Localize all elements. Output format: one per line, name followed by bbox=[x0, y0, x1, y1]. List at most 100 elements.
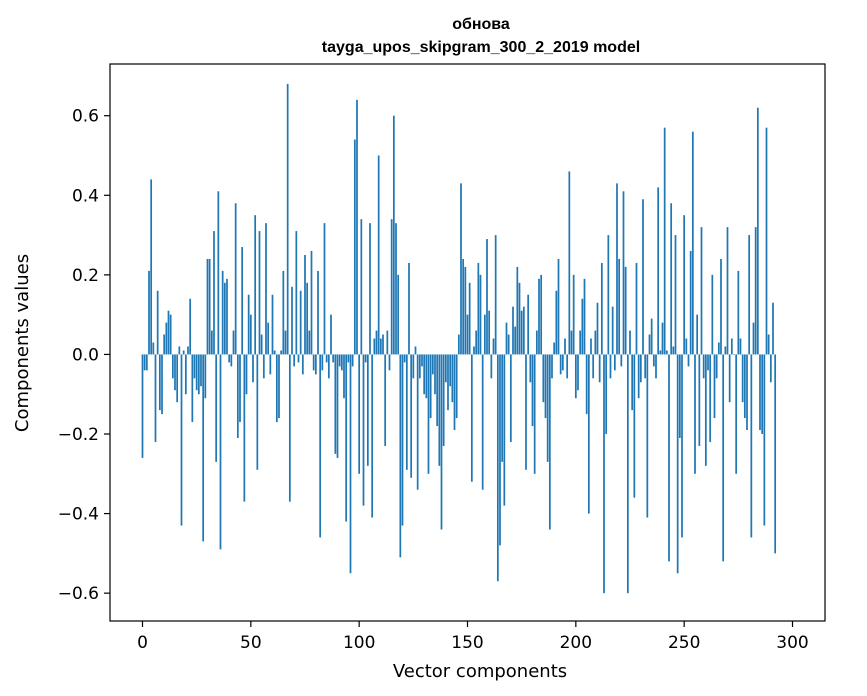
bar-155 bbox=[477, 262, 480, 355]
bar-248 bbox=[678, 354, 681, 438]
bar-219 bbox=[616, 183, 618, 355]
bar-275 bbox=[737, 270, 740, 355]
bar-122 bbox=[405, 354, 408, 470]
bar-136 bbox=[436, 354, 439, 427]
bar-217 bbox=[611, 306, 614, 355]
bar-189 bbox=[551, 354, 553, 379]
bar-42 bbox=[232, 330, 235, 355]
bar-259 bbox=[702, 354, 705, 379]
bar-105 bbox=[369, 223, 371, 355]
bar-84 bbox=[323, 223, 326, 355]
bar-104 bbox=[366, 354, 369, 466]
bar-1 bbox=[143, 354, 146, 371]
bar-66 bbox=[284, 330, 287, 355]
bar-14 bbox=[171, 354, 174, 379]
bar-211 bbox=[598, 354, 601, 383]
bar-276 bbox=[739, 338, 742, 355]
bar-237 bbox=[655, 354, 657, 379]
bar-161 bbox=[490, 354, 493, 379]
x-tick-label: 100 bbox=[343, 633, 375, 653]
bar-178 bbox=[527, 294, 530, 355]
bar-131 bbox=[425, 354, 428, 399]
bar-144 bbox=[453, 354, 456, 431]
bar-99 bbox=[356, 99, 358, 355]
bar-72 bbox=[297, 354, 300, 363]
x-tick-label: 150 bbox=[451, 633, 483, 653]
bar-125 bbox=[412, 354, 415, 379]
bar-179 bbox=[529, 354, 532, 383]
bar-series bbox=[141, 83, 777, 594]
bar-172 bbox=[514, 326, 517, 355]
bar-215 bbox=[607, 235, 610, 355]
bar-87 bbox=[330, 314, 332, 355]
y-tick-label: 0.0 bbox=[72, 345, 99, 365]
bar-158 bbox=[483, 314, 486, 355]
bar-3 bbox=[148, 270, 150, 355]
bar-65 bbox=[282, 270, 285, 355]
bar-194 bbox=[561, 354, 564, 371]
bar-23 bbox=[191, 354, 194, 423]
bar-119 bbox=[399, 354, 402, 558]
bar-241 bbox=[663, 127, 666, 355]
bar-115 bbox=[390, 219, 393, 355]
bar-205 bbox=[585, 354, 588, 415]
bar-138 bbox=[440, 354, 443, 530]
bar-10 bbox=[163, 334, 166, 355]
bar-288 bbox=[765, 127, 768, 355]
bar-218 bbox=[613, 354, 616, 371]
bar-36 bbox=[219, 354, 222, 550]
bar-130 bbox=[423, 354, 426, 395]
bar-233 bbox=[646, 354, 649, 518]
bar-90 bbox=[336, 354, 339, 458]
bar-76 bbox=[306, 282, 309, 355]
bar-108 bbox=[375, 330, 378, 355]
y-axis-ticks: −0.6 −0.4 −0.2 0.0 0.2 0.4 0.6 bbox=[58, 107, 110, 604]
bar-28 bbox=[202, 354, 205, 542]
bar-73 bbox=[299, 290, 302, 355]
bar-80 bbox=[314, 354, 317, 375]
bar-57 bbox=[265, 223, 267, 355]
bar-47 bbox=[243, 354, 246, 502]
bar-184 bbox=[540, 274, 543, 355]
bar-286 bbox=[761, 354, 764, 435]
bar-109 bbox=[377, 155, 380, 355]
bar-183 bbox=[538, 278, 540, 355]
bar-22 bbox=[189, 298, 192, 355]
bar-190 bbox=[553, 342, 556, 355]
bar-262 bbox=[709, 354, 712, 442]
bar-85 bbox=[325, 354, 328, 363]
bar-245 bbox=[672, 346, 675, 355]
bar-162 bbox=[492, 338, 495, 355]
bar-202 bbox=[579, 330, 582, 355]
bar-212 bbox=[600, 262, 603, 355]
bar-157 bbox=[481, 354, 484, 490]
bar-228 bbox=[635, 262, 638, 355]
x-tick-label: 250 bbox=[668, 633, 700, 653]
bar-30 bbox=[206, 258, 209, 355]
bar-154 bbox=[475, 330, 478, 355]
bar-198 bbox=[570, 330, 573, 355]
bar-193 bbox=[559, 354, 562, 375]
bar-229 bbox=[637, 354, 640, 399]
bar-153 bbox=[473, 346, 475, 355]
bar-204 bbox=[583, 278, 586, 355]
x-tick-label: 0 bbox=[137, 633, 148, 653]
bar-186 bbox=[544, 354, 547, 419]
bar-25 bbox=[195, 354, 198, 391]
bar-8 bbox=[158, 354, 161, 411]
bar-263 bbox=[711, 274, 714, 355]
bar-142 bbox=[449, 354, 452, 387]
bar-187 bbox=[546, 354, 549, 462]
bar-40 bbox=[228, 354, 231, 363]
bar-260 bbox=[704, 354, 707, 466]
bar-58 bbox=[267, 322, 270, 355]
bar-181 bbox=[533, 354, 536, 474]
bar-44 bbox=[236, 354, 239, 438]
bar-34 bbox=[215, 354, 218, 462]
bar-53 bbox=[256, 354, 259, 470]
bar-123 bbox=[408, 262, 410, 355]
x-tick-label: 300 bbox=[776, 633, 808, 653]
x-axis-ticks: 0 50 100 150 200 250 300 bbox=[137, 621, 809, 653]
bar-2 bbox=[145, 354, 148, 371]
